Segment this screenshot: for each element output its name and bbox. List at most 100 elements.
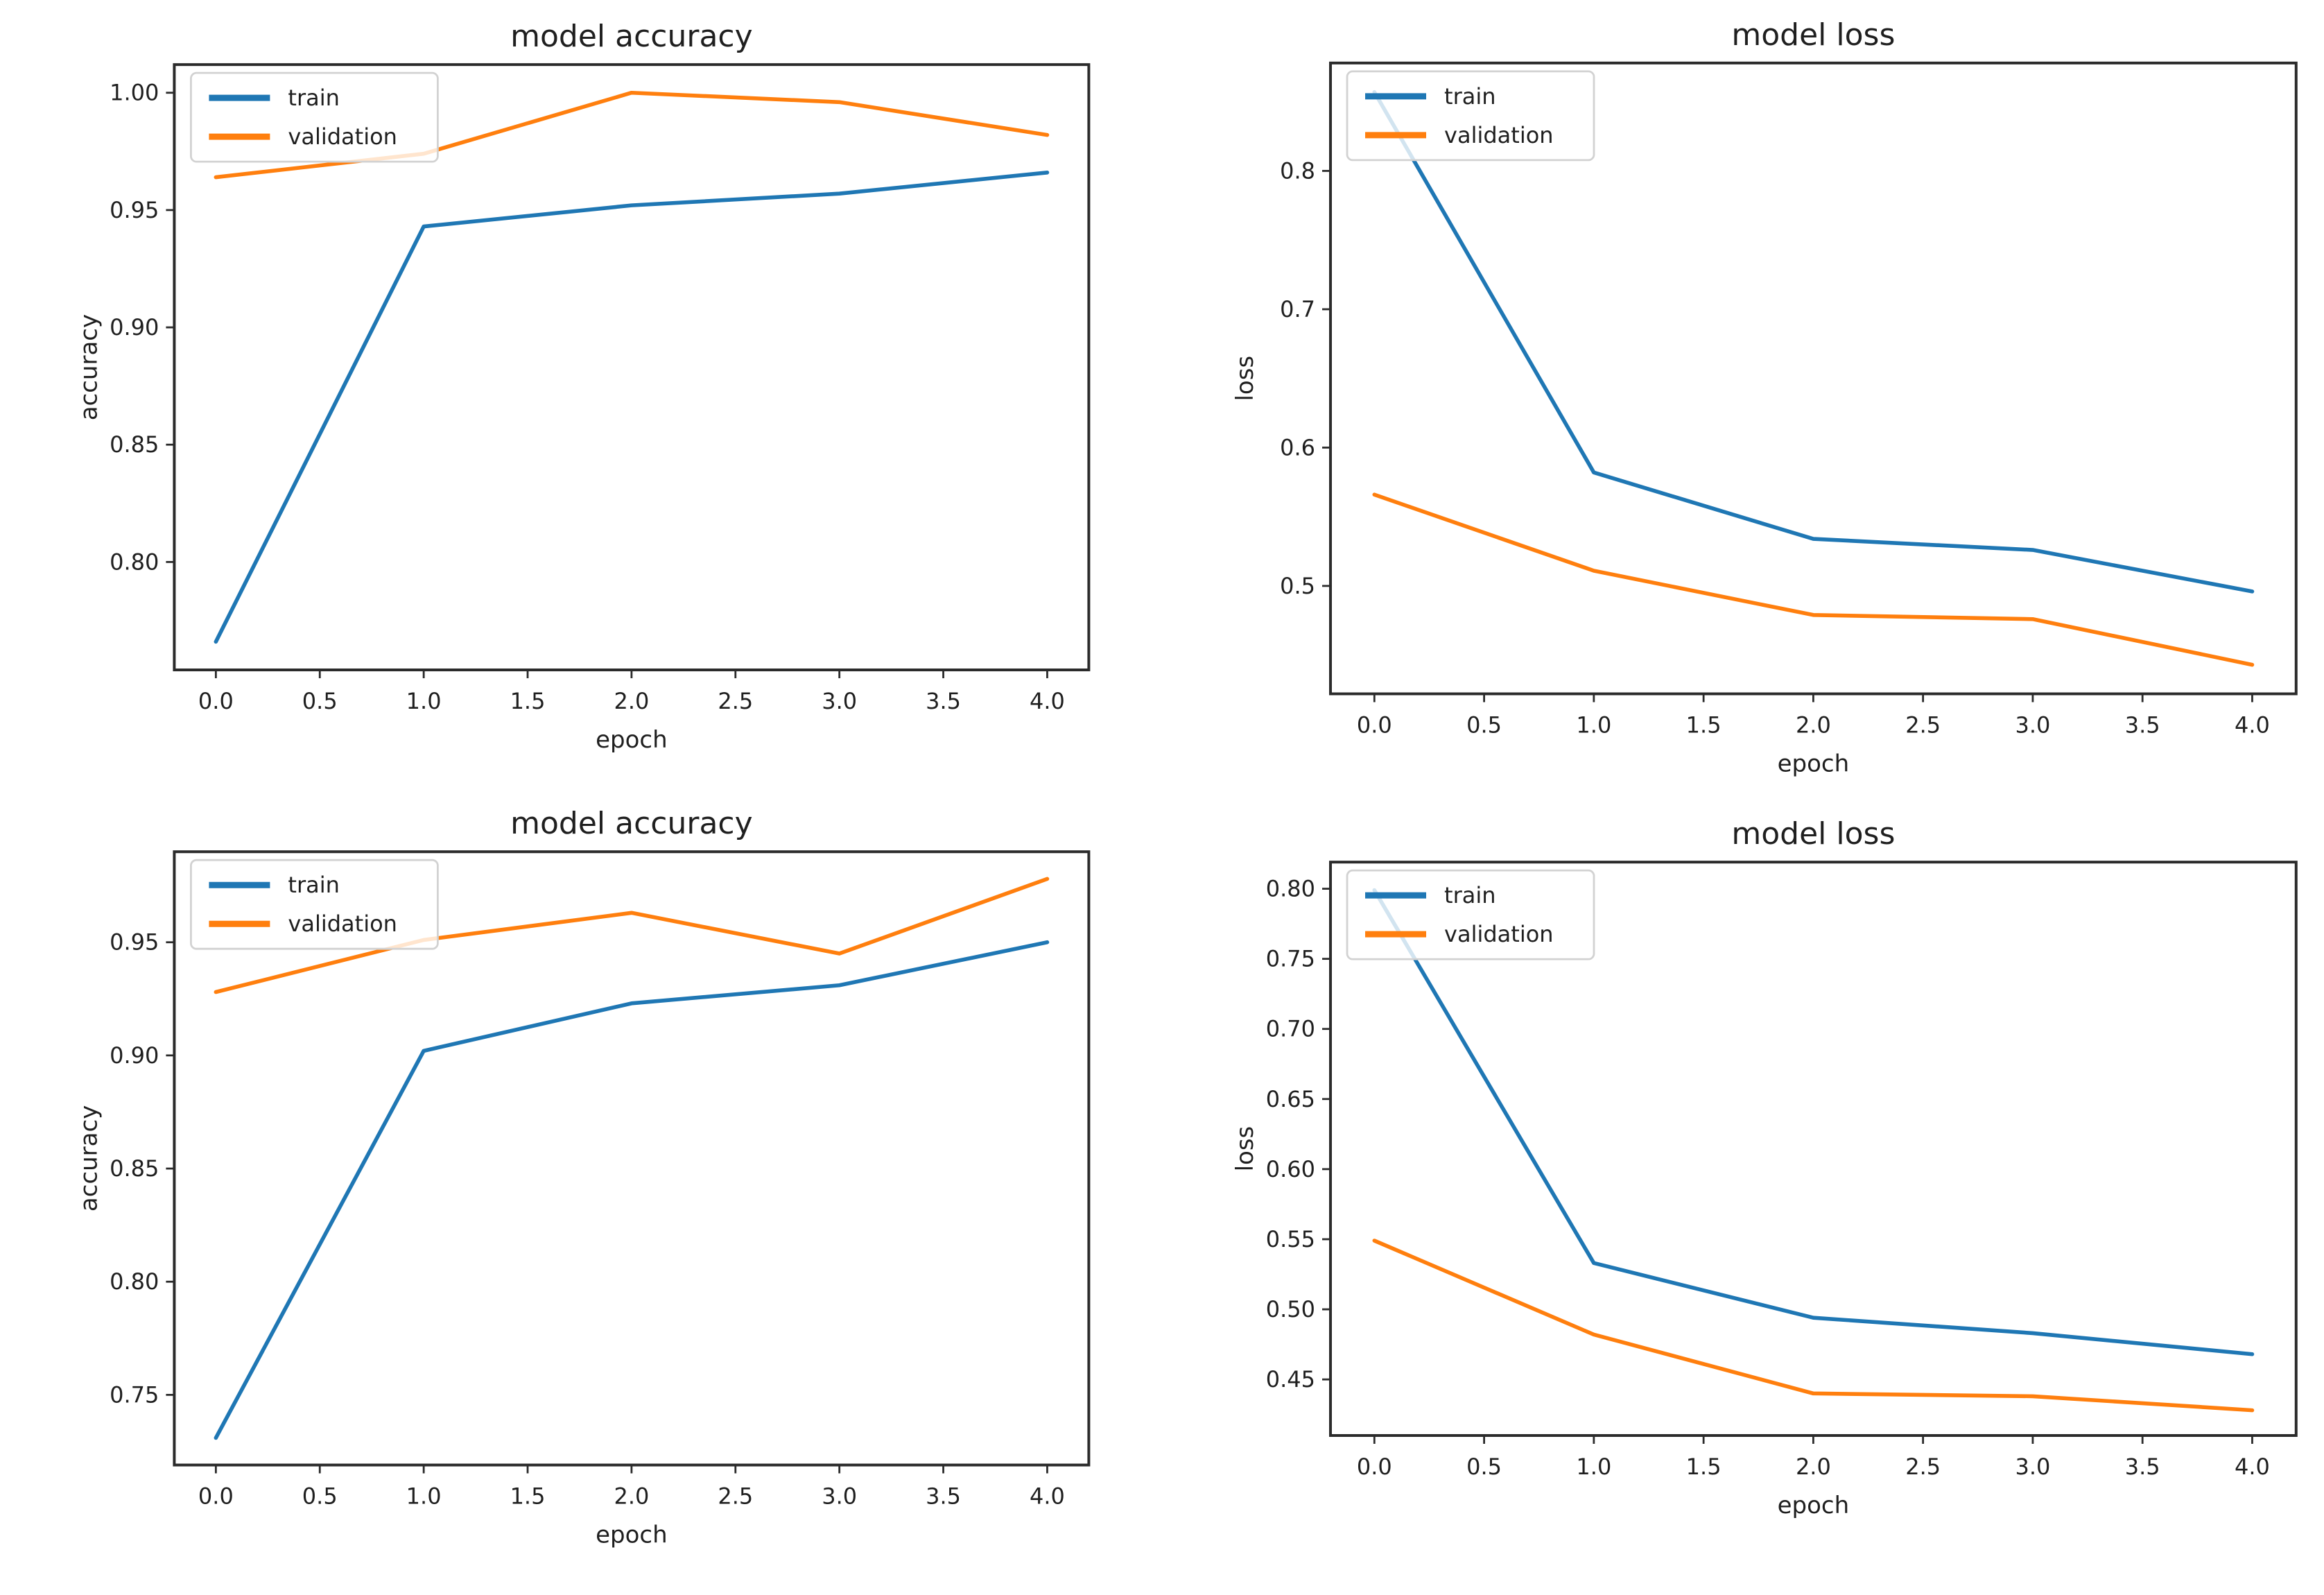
x-tick-label: 3.5 bbox=[926, 1483, 961, 1510]
x-tick-label: 0.0 bbox=[1357, 1454, 1392, 1480]
y-tick-label: 0.90 bbox=[110, 1042, 159, 1069]
y-tick-label: 0.65 bbox=[1266, 1086, 1315, 1112]
x-axis-label: epoch bbox=[596, 726, 668, 754]
subplot-model1-accuracy: 0.80 0.85 0.90 0.95 1.00 0.0 0.5 1.0 1.5 2.0 2.5 3.… bbox=[0, 0, 1162, 798]
y-tick-label: 0.55 bbox=[1266, 1226, 1315, 1252]
y-tick-label: 0.7 bbox=[1280, 296, 1315, 322]
data-line-train bbox=[1372, 89, 2255, 594]
legend: train validation bbox=[1346, 869, 1595, 960]
x-axis-label: epoch bbox=[1778, 750, 1850, 778]
x-tick-label: 3.5 bbox=[2125, 712, 2160, 739]
y-tick-label: 0.80 bbox=[110, 1268, 159, 1295]
x-tick-label: 0.5 bbox=[302, 1483, 338, 1510]
x-axis-label: epoch bbox=[596, 1521, 668, 1549]
y-tick-label: 0.50 bbox=[1266, 1296, 1315, 1322]
legend-label-train: train bbox=[288, 872, 339, 898]
x-tick-label: 2.0 bbox=[1796, 712, 1831, 739]
y-tick-label: 0.5 bbox=[1280, 573, 1315, 599]
subplot-model2-loss: 0.45 0.50 0.55 0.60 0.65 0.70 0.75 0.80 0.0 0.5 1.… bbox=[1162, 798, 2324, 1595]
y-tick-label: 0.90 bbox=[110, 314, 159, 340]
legend: train validation bbox=[1346, 70, 1595, 162]
legend-label-validation: validation bbox=[288, 123, 397, 150]
x-tick-label: 3.0 bbox=[822, 688, 857, 714]
x-tick-label: 1.5 bbox=[1686, 1454, 1722, 1480]
legend-label-validation: validation bbox=[288, 911, 397, 937]
x-tick-label: 4.0 bbox=[1030, 1483, 1065, 1510]
plot-title: model loss bbox=[1731, 816, 1895, 852]
x-tick-label: 4.0 bbox=[1030, 688, 1065, 714]
x-tick-label: 3.5 bbox=[2125, 1454, 2160, 1480]
legend-label-train: train bbox=[288, 85, 339, 111]
plot-title: model accuracy bbox=[510, 19, 753, 54]
data-line-validation bbox=[214, 877, 1050, 994]
y-tick-label: 0.95 bbox=[110, 929, 159, 956]
x-tick-label: 0.0 bbox=[198, 1483, 234, 1510]
data-line-train bbox=[214, 170, 1050, 644]
x-tick-label: 3.0 bbox=[2015, 712, 2050, 739]
x-tick-label: 1.0 bbox=[1576, 1454, 1611, 1480]
x-tick-label: 1.0 bbox=[406, 688, 442, 714]
y-axis-label: accuracy bbox=[75, 314, 103, 420]
y-tick-label: 0.70 bbox=[1266, 1016, 1315, 1042]
y-tick-label: 0.6 bbox=[1280, 434, 1315, 460]
legend: train validation bbox=[189, 71, 439, 163]
x-tick-label: 0.0 bbox=[1357, 712, 1392, 739]
y-tick-label: 0.75 bbox=[110, 1381, 159, 1408]
x-axis-label: epoch bbox=[1778, 1492, 1850, 1519]
axes-frame bbox=[1329, 61, 2298, 696]
axes-frame bbox=[173, 850, 1091, 1467]
x-tick-label: 2.5 bbox=[1905, 1454, 1941, 1480]
x-tick-label: 0.5 bbox=[1466, 1454, 1502, 1480]
x-tick-label: 1.5 bbox=[510, 688, 546, 714]
legend-label-validation: validation bbox=[1444, 122, 1554, 148]
x-tick-label: 2.0 bbox=[614, 1483, 649, 1510]
y-tick-label: 0.95 bbox=[110, 197, 159, 223]
y-tick-label: 0.75 bbox=[1266, 946, 1315, 972]
x-tick-label: 4.0 bbox=[2235, 1454, 2270, 1480]
y-tick-label: 1.00 bbox=[110, 80, 159, 106]
model2-accuracy-chart: 0.75 0.80 0.85 0.90 0.95 0.0 0.5 1.0 1.5 2.0 2.5 3.… bbox=[0, 798, 1162, 1595]
data-line-validation bbox=[1372, 492, 2255, 667]
y-axis-label: loss bbox=[1231, 356, 1259, 402]
legend-label-train: train bbox=[1444, 882, 1495, 908]
y-tick-label: 0.8 bbox=[1280, 157, 1315, 184]
x-tick-label: 2.5 bbox=[1905, 712, 1941, 739]
x-tick-label: 2.0 bbox=[614, 688, 649, 714]
model1-accuracy-chart: 0.80 0.85 0.90 0.95 1.00 0.0 0.5 1.0 1.5 2.0 2.5 3.… bbox=[0, 0, 1162, 798]
x-tick-label: 1.5 bbox=[1686, 712, 1722, 739]
x-tick-label: 3.5 bbox=[926, 688, 961, 714]
x-tick-label: 4.0 bbox=[2235, 712, 2270, 739]
x-tick-label: 3.0 bbox=[2015, 1454, 2050, 1480]
x-tick-label: 1.5 bbox=[510, 1483, 546, 1510]
y-tick-label: 0.80 bbox=[1266, 876, 1315, 902]
plot-title: model loss bbox=[1731, 17, 1895, 53]
x-tick-label: 1.0 bbox=[1576, 712, 1611, 739]
x-tick-label: 1.0 bbox=[406, 1483, 442, 1510]
legend: train validation bbox=[189, 859, 439, 950]
y-tick-label: 0.85 bbox=[110, 431, 159, 458]
x-tick-label: 2.5 bbox=[718, 1483, 753, 1510]
data-line-validation bbox=[1372, 1239, 2255, 1413]
y-tick-label: 0.45 bbox=[1266, 1366, 1315, 1393]
x-tick-label: 0.5 bbox=[1466, 712, 1502, 739]
plot-title: model accuracy bbox=[510, 806, 753, 841]
y-tick-label: 0.60 bbox=[1266, 1156, 1315, 1182]
x-tick-label: 3.0 bbox=[822, 1483, 857, 1510]
model2-loss-chart: 0.45 0.50 0.55 0.60 0.65 0.70 0.75 0.80 0.0 0.5 1.… bbox=[1162, 798, 2324, 1595]
subplot-model1-loss: 0.5 0.6 0.7 0.8 0.0 0.5 1.0 1.5 2.0 2.5 3.0 3.5 4.0 m… bbox=[1162, 0, 2324, 798]
x-tick-label: 0.0 bbox=[198, 688, 234, 714]
data-line-train bbox=[1372, 888, 2255, 1356]
y-tick-label: 0.85 bbox=[110, 1155, 159, 1182]
subplot-model2-accuracy: 0.75 0.80 0.85 0.90 0.95 0.0 0.5 1.0 1.5 2.0 2.5 3.… bbox=[0, 798, 1162, 1595]
y-tick-label: 0.80 bbox=[110, 549, 159, 575]
y-axis-label: loss bbox=[1231, 1126, 1259, 1172]
x-tick-label: 2.0 bbox=[1796, 1454, 1831, 1480]
x-tick-label: 2.5 bbox=[718, 688, 753, 714]
x-tick-label: 0.5 bbox=[302, 688, 338, 714]
y-axis-label: accuracy bbox=[75, 1105, 103, 1212]
model1-loss-chart: 0.5 0.6 0.7 0.8 0.0 0.5 1.0 1.5 2.0 2.5 3.0 3.5 4.0 m… bbox=[1162, 0, 2324, 798]
legend-label-train: train bbox=[1444, 83, 1495, 110]
data-line-train bbox=[214, 940, 1050, 1440]
legend-label-validation: validation bbox=[1444, 921, 1554, 947]
